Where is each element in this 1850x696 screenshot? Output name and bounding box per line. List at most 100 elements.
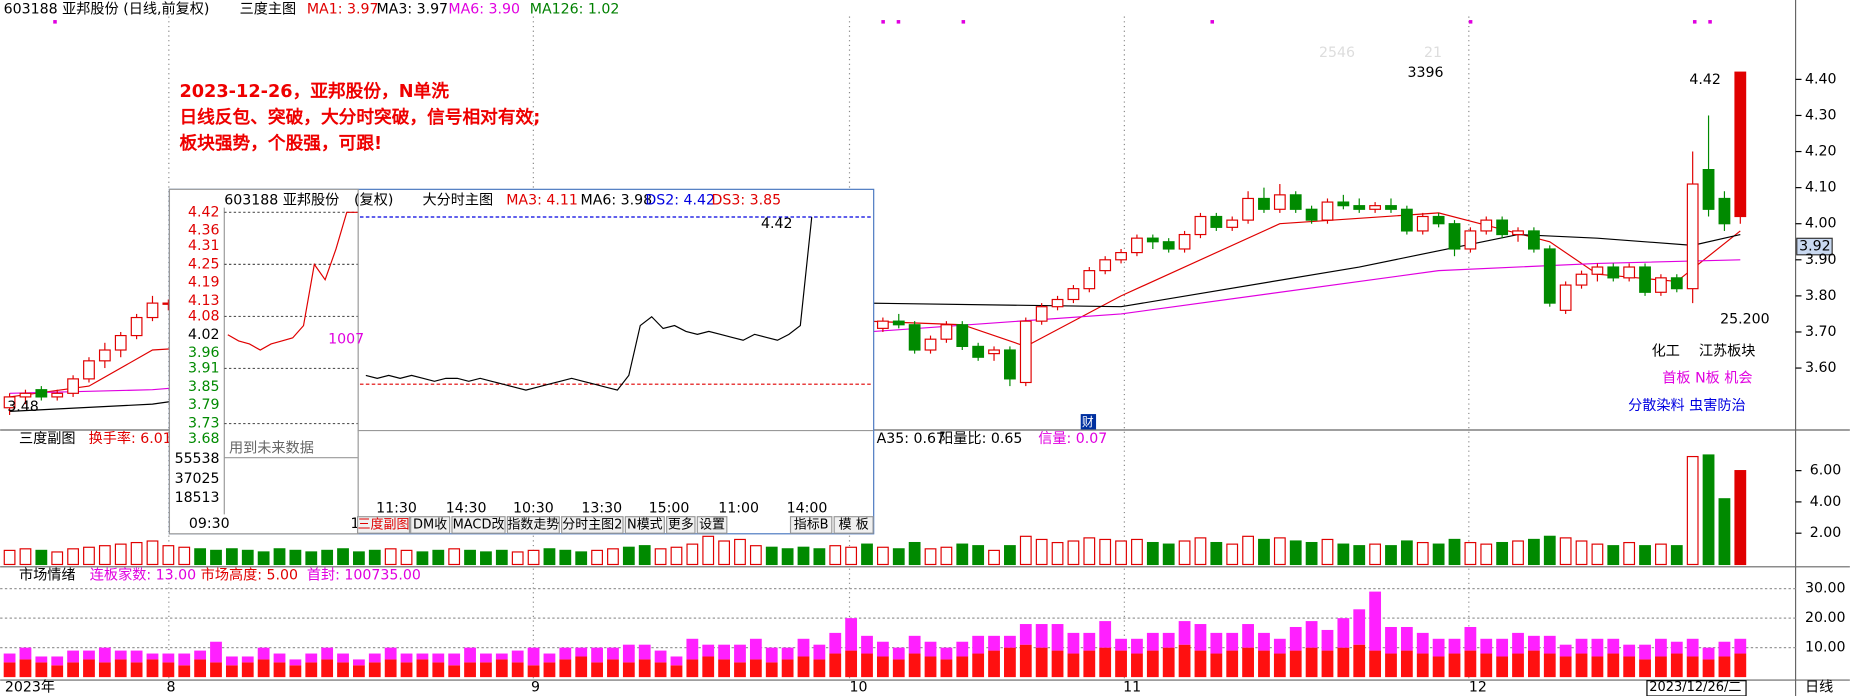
sentiment-red — [1480, 653, 1493, 678]
candle-body — [146, 302, 159, 319]
sentiment-red — [51, 665, 64, 678]
volume-bar — [1575, 540, 1588, 566]
sentiment-magenta — [591, 647, 603, 663]
sentiment-red — [1702, 659, 1715, 678]
sentiment-red — [1305, 647, 1318, 678]
candle-body — [1448, 223, 1461, 250]
candle-body — [1146, 237, 1159, 243]
y-tick-label: 3.80 — [1805, 288, 1837, 304]
volume-bar — [19, 548, 32, 566]
sentiment-magenta — [273, 653, 286, 663]
volume-bar — [527, 549, 540, 566]
tab[interactable] — [356, 516, 411, 534]
sector-tag: 化工 — [1652, 344, 1680, 360]
tab-label[interactable]: N模式 — [627, 517, 663, 532]
tab[interactable] — [789, 516, 833, 534]
sentiment-red — [384, 659, 397, 678]
sentiment-magenta — [892, 647, 905, 660]
volume-bar — [241, 549, 254, 566]
candle-body — [67, 378, 79, 394]
volume-bar — [1162, 543, 1175, 566]
tab-label[interactable]: 三度副图 — [358, 516, 410, 532]
tab-label[interactable]: 指数走势 — [507, 516, 559, 532]
sentiment-red — [1146, 650, 1159, 678]
candle-body — [1718, 197, 1731, 225]
sentiment-red — [305, 662, 318, 678]
candle-body — [1369, 205, 1382, 210]
y-tick-label: 30.00 — [1805, 581, 1845, 597]
volume-bar — [829, 545, 842, 566]
sentiment-red — [607, 659, 619, 678]
tab[interactable] — [506, 516, 560, 534]
volume-bar — [1067, 540, 1080, 566]
sentiment-magenta — [305, 653, 318, 663]
volume-bar — [1448, 538, 1461, 566]
volume-bar — [1051, 541, 1064, 566]
time-label: 10:30 — [513, 500, 554, 516]
tab[interactable] — [666, 516, 696, 534]
sentiment-red — [622, 662, 635, 678]
sentiment-magenta — [1734, 638, 1747, 654]
sentiment-magenta — [1273, 638, 1286, 654]
sentiment-magenta — [654, 650, 667, 663]
candle-body — [1178, 233, 1191, 250]
tab[interactable] — [696, 516, 728, 534]
sentiment-red — [1416, 653, 1429, 678]
sentiment-red — [734, 662, 746, 678]
sentiment-red — [225, 665, 238, 678]
volume-bar — [813, 548, 826, 566]
tab[interactable] — [410, 516, 451, 534]
sentiment-magenta — [1146, 632, 1159, 651]
volume-bar — [1607, 545, 1620, 566]
x-label: 9 — [531, 680, 540, 696]
volume-bar — [1289, 540, 1302, 566]
sentiment-magenta — [940, 647, 953, 660]
volume-bar — [559, 549, 572, 566]
tab-label[interactable]: 分时主图2 — [562, 517, 622, 532]
volume-bar — [1559, 537, 1572, 566]
tab-label[interactable]: 模 板 — [839, 517, 869, 532]
candle-body — [1623, 266, 1636, 279]
tab[interactable] — [561, 516, 624, 534]
sentiment-red — [1337, 647, 1350, 678]
tab[interactable] — [451, 516, 506, 534]
volume-bar — [400, 549, 413, 566]
sentiment-magenta — [702, 644, 715, 657]
ma-line — [9, 259, 1741, 394]
tab-label[interactable]: 更多 — [668, 516, 694, 532]
mini-price-label: 4.42 — [188, 204, 220, 220]
tab-label[interactable]: 设置 — [699, 517, 725, 532]
sentiment-red — [480, 662, 492, 678]
volume-bar — [956, 543, 969, 566]
sentiment-magenta — [1655, 638, 1667, 657]
sentiment-magenta — [1464, 626, 1477, 651]
volume-bar — [1226, 543, 1239, 566]
candle-body — [1083, 270, 1096, 290]
inset-item: MA3: 4.11 — [506, 193, 578, 209]
candle-body — [940, 324, 953, 340]
tab-label[interactable]: DM收 — [413, 517, 447, 532]
sentiment-magenta — [353, 659, 365, 666]
candle-body — [51, 392, 64, 398]
sentiment-magenta — [1305, 621, 1318, 648]
tab[interactable] — [624, 516, 665, 534]
sentiment-red — [1242, 647, 1254, 678]
sentiment-magenta — [225, 656, 238, 666]
annotation-line: 2023-12-26，亚邦股份，N单洗 — [179, 80, 449, 102]
last-price: 3.92 — [1799, 239, 1831, 255]
tab-label[interactable]: 指标B — [794, 517, 829, 532]
ma-value: MA6: 3.90 — [448, 1, 520, 17]
mini-price-label: 4.31 — [188, 238, 220, 254]
sentiment-magenta — [718, 644, 731, 660]
sentiment-red — [813, 659, 826, 678]
sentiment-magenta — [1718, 641, 1731, 657]
sentiment-red — [1083, 650, 1096, 678]
sentiment-magenta — [1353, 609, 1366, 645]
signal-dots — [53, 20, 1712, 24]
tab-label[interactable]: MACD改 — [453, 517, 505, 532]
tab[interactable] — [833, 516, 874, 534]
sentiment-magenta — [400, 653, 413, 663]
sentiment-magenta — [1115, 638, 1127, 651]
sentiment-magenta — [1194, 624, 1207, 651]
intraday-popup: 603188 亚邦股份 (复权) 大分时主图 MA3: 4.11 MA6: 3.… — [168, 188, 875, 535]
